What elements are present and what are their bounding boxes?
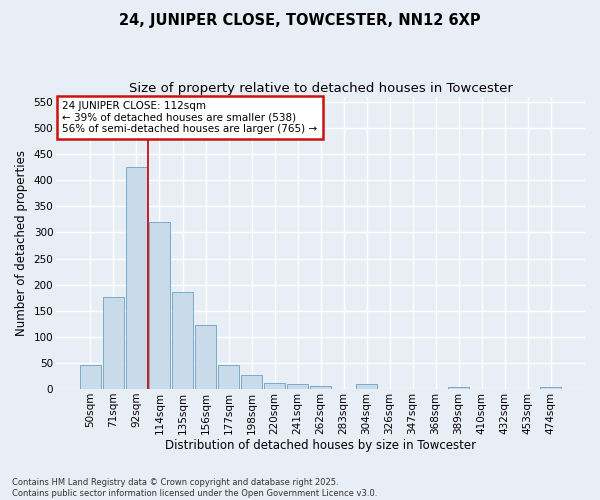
Bar xyxy=(126,167,147,389)
Title: Size of property relative to detached houses in Towcester: Size of property relative to detached ho… xyxy=(128,82,512,96)
Bar xyxy=(218,365,239,389)
X-axis label: Distribution of detached houses by size in Towcester: Distribution of detached houses by size … xyxy=(165,440,476,452)
Bar xyxy=(149,222,170,389)
Text: 24, JUNIPER CLOSE, TOWCESTER, NN12 6XP: 24, JUNIPER CLOSE, TOWCESTER, NN12 6XP xyxy=(119,12,481,28)
Bar xyxy=(356,384,377,389)
Bar xyxy=(80,365,101,389)
Bar xyxy=(172,292,193,389)
Bar xyxy=(264,383,285,389)
Bar xyxy=(195,326,216,389)
Bar xyxy=(448,387,469,389)
Text: Contains HM Land Registry data © Crown copyright and database right 2025.
Contai: Contains HM Land Registry data © Crown c… xyxy=(12,478,377,498)
Bar xyxy=(540,388,561,389)
Bar xyxy=(103,296,124,389)
Bar xyxy=(287,384,308,389)
Y-axis label: Number of detached properties: Number of detached properties xyxy=(15,150,28,336)
Bar xyxy=(241,376,262,389)
Text: 24 JUNIPER CLOSE: 112sqm
← 39% of detached houses are smaller (538)
56% of semi-: 24 JUNIPER CLOSE: 112sqm ← 39% of detach… xyxy=(62,101,317,134)
Bar xyxy=(310,386,331,389)
